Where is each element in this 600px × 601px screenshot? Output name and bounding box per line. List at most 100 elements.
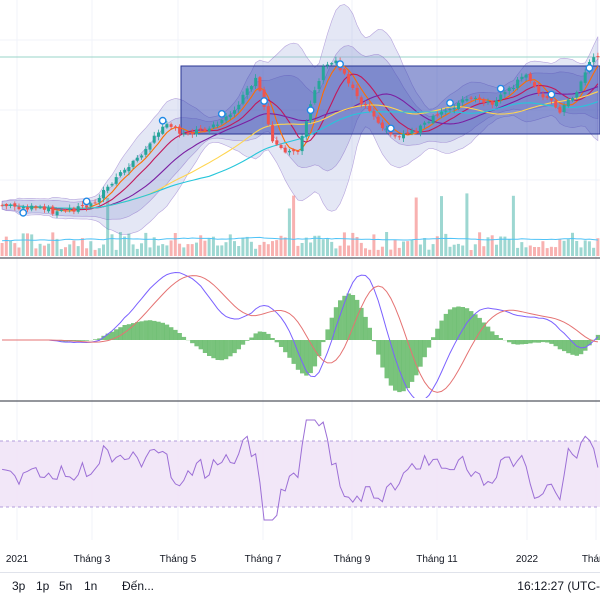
volume-bar xyxy=(271,241,274,256)
volume-bar xyxy=(81,238,84,256)
volume-bar xyxy=(149,247,152,256)
macd-histogram-bar xyxy=(351,295,355,340)
macd-histogram-bar xyxy=(478,318,482,340)
volume-bar xyxy=(263,242,266,256)
rsi-pane[interactable] xyxy=(0,420,600,520)
macd-histogram-bar xyxy=(152,321,156,340)
candle-body xyxy=(161,127,164,134)
volume-bar xyxy=(170,240,173,256)
volume-bar xyxy=(102,245,105,257)
volume-bar xyxy=(381,247,384,256)
candle-body xyxy=(575,92,578,97)
macd-histogram-bar xyxy=(139,321,143,340)
candle-body xyxy=(440,112,443,115)
macd-histogram-bar xyxy=(287,340,291,358)
range-3p-button[interactable]: 3p xyxy=(12,579,25,593)
macd-histogram-bar xyxy=(237,340,241,349)
volume-bar xyxy=(136,249,139,256)
candle-body xyxy=(280,145,283,148)
macd-histogram-bar xyxy=(368,328,372,340)
candle-body xyxy=(140,156,143,158)
macd-histogram-bar xyxy=(127,324,131,340)
candle-body xyxy=(504,92,507,94)
volume-bar xyxy=(241,238,244,257)
candle-body xyxy=(305,121,308,136)
macd-histogram-bar xyxy=(199,340,203,349)
time-axis-label: Tháng xyxy=(582,554,600,565)
volume-bar xyxy=(284,237,287,256)
volume-bar xyxy=(72,241,75,256)
macd-histogram-bar xyxy=(532,340,536,343)
macd-histogram-bar xyxy=(520,340,524,344)
candle-body xyxy=(212,125,215,128)
goto-date-button[interactable]: Đến... xyxy=(122,579,154,593)
candle-body xyxy=(491,101,494,104)
volume-bar xyxy=(457,244,460,256)
macd-histogram-bar xyxy=(194,340,198,346)
macd-histogram-bar xyxy=(262,332,266,340)
candle-body xyxy=(301,136,304,151)
volume-bar xyxy=(512,196,515,256)
volume-bar xyxy=(360,243,363,256)
candle-body xyxy=(284,148,287,153)
macd-histogram-bar xyxy=(161,323,165,340)
volume-bar xyxy=(203,241,206,256)
volume-bar xyxy=(85,248,88,256)
volume-bar xyxy=(22,233,25,256)
macd-histogram-bar xyxy=(232,340,236,353)
volume-bar xyxy=(161,244,164,256)
volume-bar xyxy=(339,246,342,256)
macd-histogram-bar xyxy=(254,333,258,340)
macd-histogram-bar xyxy=(423,340,427,357)
macd-histogram-bar xyxy=(245,340,249,341)
candle-body xyxy=(351,85,354,88)
volume-bar xyxy=(123,237,126,257)
volume-bar xyxy=(182,247,185,256)
volume-bar xyxy=(64,247,67,256)
volume-bar xyxy=(119,232,122,256)
candle-body xyxy=(373,111,376,116)
volume-bar xyxy=(47,244,50,256)
candle-body xyxy=(30,206,33,210)
macd-histogram-bar xyxy=(76,340,80,341)
volume-bar xyxy=(9,241,12,257)
candle-body xyxy=(115,177,118,184)
volume-bar xyxy=(225,242,228,256)
candle-body xyxy=(330,63,333,64)
volume-bar xyxy=(1,243,4,256)
volume-bar xyxy=(309,243,312,257)
range-1n-button[interactable]: 1n xyxy=(84,579,97,593)
signal-marker xyxy=(498,85,504,91)
volume-bar xyxy=(520,242,523,256)
range-1p-button[interactable]: 1p xyxy=(36,579,49,593)
candle-body xyxy=(554,101,557,108)
volume-bar xyxy=(322,239,325,256)
candle-body xyxy=(520,77,523,79)
macd-histogram-bar xyxy=(486,327,490,340)
macd-histogram-bar xyxy=(258,332,262,341)
macd-histogram-bar xyxy=(389,340,393,386)
volume-bar xyxy=(246,237,249,256)
volume-bar xyxy=(258,245,261,256)
candle-body xyxy=(195,130,198,135)
candle-body xyxy=(288,151,291,152)
macd-histogram-bar xyxy=(178,333,182,340)
volume-bar xyxy=(444,234,447,256)
volume-bar xyxy=(474,244,477,256)
volume-bar xyxy=(13,243,16,256)
volume-bar xyxy=(415,198,418,257)
price-pane[interactable] xyxy=(0,4,600,256)
volume-bar xyxy=(296,246,299,256)
candle-body xyxy=(13,203,16,206)
candle-body xyxy=(132,161,135,167)
volume-bar xyxy=(419,245,422,257)
candle-body xyxy=(427,122,430,123)
macd-histogram-bar xyxy=(266,334,270,340)
range-5n-button[interactable]: 5n xyxy=(59,579,72,593)
signal-marker xyxy=(20,210,26,216)
volume-bar xyxy=(575,241,578,256)
volume-bar xyxy=(220,245,223,256)
candle-body xyxy=(233,110,236,113)
